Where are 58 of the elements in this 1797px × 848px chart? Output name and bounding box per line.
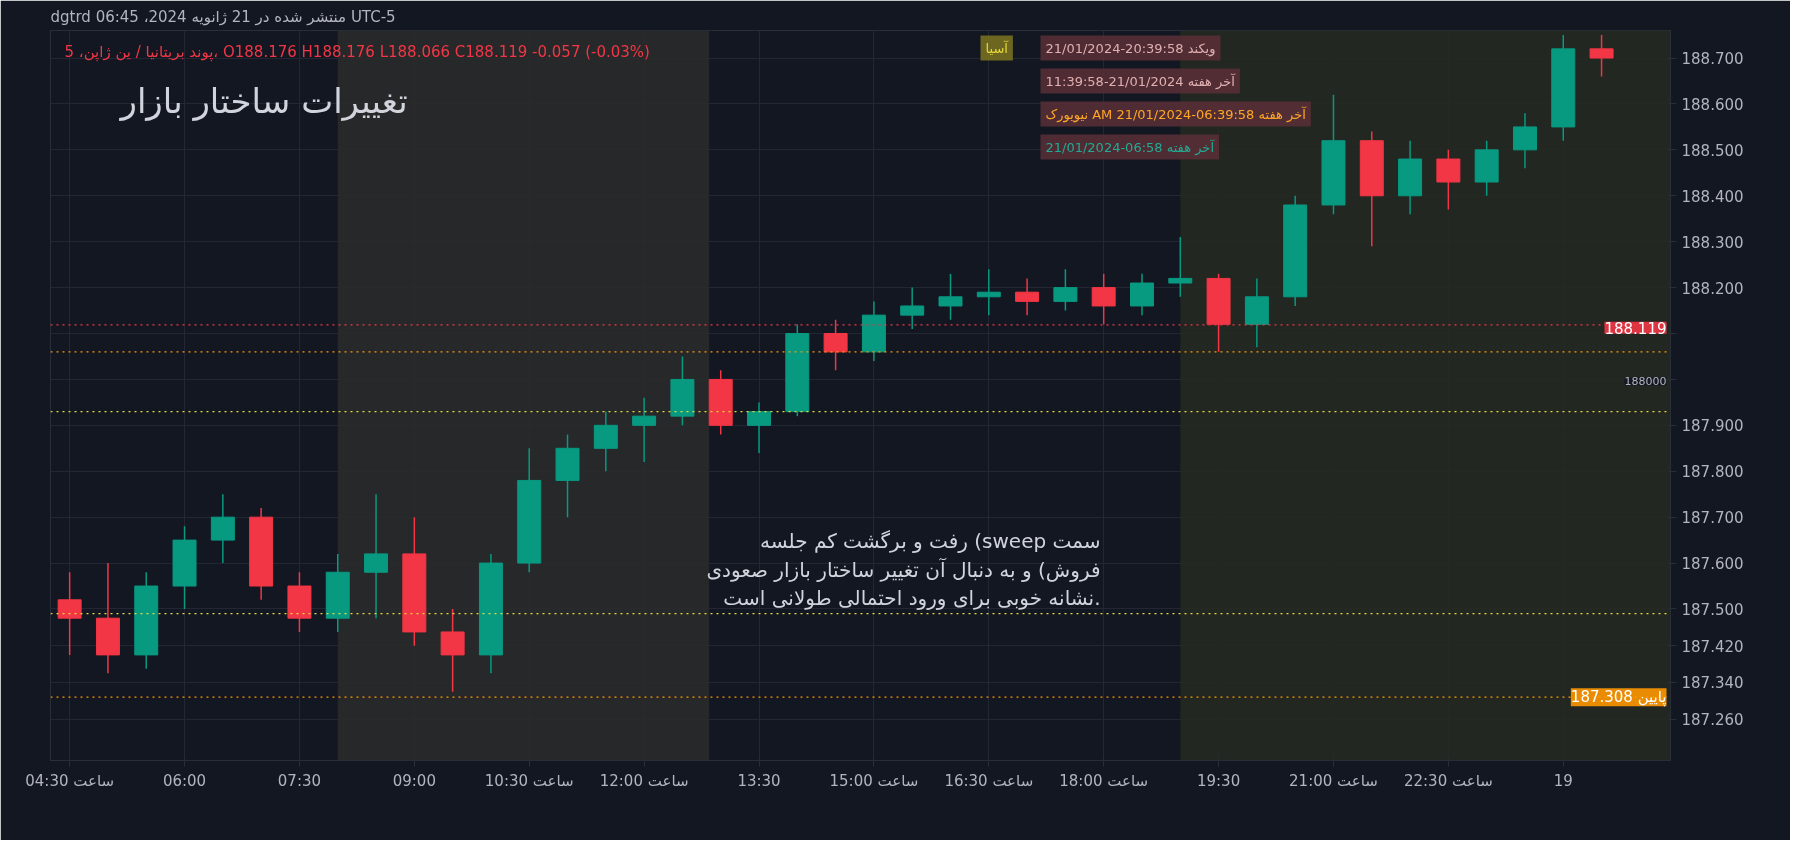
y-tick-label: 187.700 <box>1681 509 1744 528</box>
candlestick <box>57 571 82 656</box>
candlestick <box>1015 277 1040 316</box>
annotation: 11:39:58-21/01/2024 آخر هفته <box>1045 72 1237 90</box>
y-tick-label: 188.500 <box>1681 141 1744 160</box>
x-tick-label: 15:00 ساعت <box>829 771 919 790</box>
x-tick-label: 13:30 <box>737 771 781 790</box>
candlestick <box>1053 268 1078 312</box>
candlestick <box>1091 273 1116 326</box>
candlestick <box>632 397 657 463</box>
candlestick <box>210 493 235 564</box>
x-tick-label: 21:00 ساعت <box>1289 771 1378 790</box>
x-tick-label: 22:30 ساعت <box>1403 771 1493 790</box>
x-tick-label: 18:00 ساعت <box>1059 771 1149 790</box>
y-tick-label: 187.900 <box>1681 417 1744 436</box>
ref-line-label: پایین 187.308 <box>1570 688 1667 708</box>
y-tick-label: 188.700 <box>1681 50 1744 69</box>
candlestick <box>747 401 771 454</box>
candlestick <box>364 493 389 619</box>
y-tick-label: 187.420 <box>1681 637 1744 656</box>
y-tick-label: 187.500 <box>1681 600 1744 619</box>
x-tick-label: 09:00 <box>392 771 436 790</box>
candlestick <box>1168 236 1193 298</box>
candlestick <box>440 608 465 693</box>
y-tick-label: 187.600 <box>1681 555 1744 574</box>
x-tick-label: 04:30 ساعت <box>25 771 115 790</box>
x-tick-label: 16:30 ساعت <box>944 771 1034 790</box>
text: dgtrd منتشر شده در 21 ژانویه 2024، 06:45 UTC-5 <box>50 7 396 26</box>
y-tick-label: 187.260 <box>1681 711 1744 730</box>
candlestick <box>900 286 925 330</box>
annotation: 188000 <box>1624 375 1667 389</box>
annotation: 21/01/2024-06:58 آخر هفته <box>1045 138 1216 156</box>
annotation: 21/01/2024-20:39:58 ویکند <box>1045 40 1216 57</box>
y-tick-label: 187.340 <box>1681 674 1744 693</box>
x-tick-label: 19 <box>1553 771 1573 790</box>
y-tick-label: 188.600 <box>1681 95 1744 114</box>
x-tick-label: 07:30 <box>277 771 322 790</box>
candlestick <box>1436 149 1461 211</box>
x-tick-label: 12:00 ساعت <box>599 771 689 790</box>
text: پوند بریتانیا / ین ژاپن، 5، O188.176 H188.176 L188.066 C188.119 -0.057 (-0.03%) <box>64 42 650 62</box>
annotation: رفت و برگشت کم جلسه (sweep سمت فروش) و به دنبال آن تغییر ساختار بازار صعودی نشانه خوبی برای ورود احتمالی طولانی است. <box>706 528 1101 611</box>
text: تغییرات ساختار بازار <box>118 80 408 122</box>
x-tick-label: 19:30 <box>1196 771 1241 790</box>
y-tick-label: 188.400 <box>1681 187 1744 206</box>
y-tick-label: 188.300 <box>1681 233 1744 252</box>
annotation: آسیا <box>985 39 1010 56</box>
ref-line-label: 188.119 <box>1604 319 1667 338</box>
candlestick <box>1589 34 1614 78</box>
candlestick <box>1512 112 1537 169</box>
x-tick-label: 06:00 <box>162 771 207 790</box>
candlestick <box>938 273 963 321</box>
y-tick-label: 188.200 <box>1681 279 1744 298</box>
annotation: نیویورک AM 21/01/2024-06:39:58 آخر هفته <box>1045 105 1308 123</box>
candlestick <box>593 410 618 472</box>
candlestick <box>976 268 1001 316</box>
y-tick-label: 187.800 <box>1681 463 1744 482</box>
candlestick <box>1130 273 1154 316</box>
x-tick-label: 10:30 ساعت <box>484 771 574 790</box>
